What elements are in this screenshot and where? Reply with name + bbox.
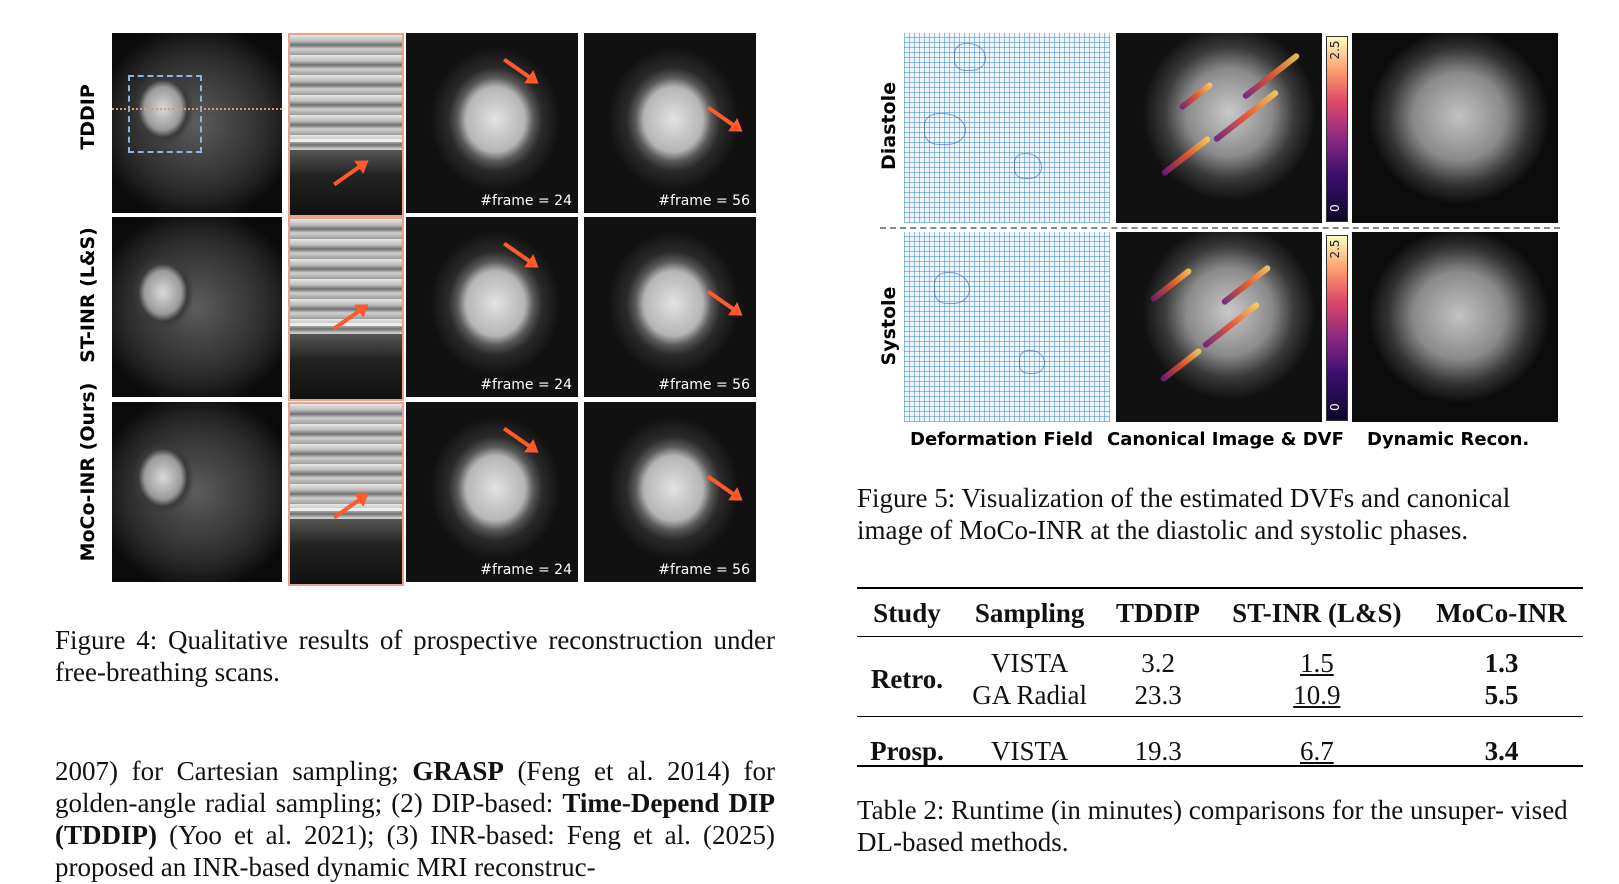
table-header: TDDIP: [1116, 597, 1201, 628]
fig4-tddip-frame56: #frame = 56: [584, 33, 756, 213]
study-cell: Retro.: [870, 664, 944, 694]
study-cell: Prosp.: [870, 736, 944, 766]
frame-label: #frame = 56: [658, 193, 750, 209]
table-header: Sampling: [974, 597, 1085, 628]
fig4-tddip-sax-image: [112, 33, 282, 213]
arrow-icon: [503, 241, 534, 265]
moco-cell: 1.3: [1484, 648, 1519, 678]
fig5-systole-deformation-field: [904, 232, 1110, 422]
fig4-stinr-xt-profile: [288, 217, 404, 401]
fig4-row-label-stinr: ST-INR (L&S): [77, 227, 99, 363]
fig5-col-label-dynamic: Dynamic Recon.: [1367, 429, 1530, 450]
fig4-row-label-tddip: TDDIP: [77, 84, 99, 150]
frame-label: #frame = 24: [480, 562, 572, 578]
table-header: Study: [873, 597, 941, 628]
arrow-icon: [333, 307, 364, 331]
fig4-moco-frame56: #frame = 56: [584, 402, 756, 582]
fig4-tddip-frame24: #frame = 24: [406, 33, 578, 213]
arrow-icon: [707, 105, 738, 129]
tddip-cell: 3.2: [1141, 648, 1175, 678]
fig4-tddip-xt-profile: [288, 33, 404, 217]
body-text-2: (Feng et al. 2014) for golden-angle radi…: [55, 756, 776, 818]
fig5-col-label-canonical: Canonical Image & DVF: [1107, 429, 1344, 450]
fig5-diastole-dynamic-recon: [1352, 33, 1558, 223]
tddip-cell: 19.3: [1134, 736, 1182, 766]
stinr-cell: 1.5: [1299, 648, 1334, 678]
table-row: Prosp. VISTA 19.3 6.7 3.4: [857, 735, 1583, 767]
body-paragraph: 2007) for Cartesian sampling; GRASP (Fen…: [55, 755, 775, 883]
table-header-row: Study Sampling TDDIP ST-INR (L&S) MoCo-I…: [857, 589, 1583, 637]
colorbar-max-label: 2.5: [1328, 40, 1342, 60]
fig4-roi-box: [128, 75, 202, 153]
frame-label: #frame = 24: [480, 193, 572, 209]
fig5-col-label-deformation: Deformation Field: [910, 429, 1094, 450]
body-text-3: (Yoo et al. 2021); (3) INR-based: Feng e…: [55, 820, 775, 882]
table-bottom-rule: [857, 765, 1583, 767]
arrow-icon: [707, 289, 738, 313]
fig5-diastole-colorbar: [1326, 36, 1348, 222]
fig4-moco-sax-image: [112, 402, 282, 582]
sampling-cell: VISTA: [990, 648, 1069, 678]
fig4-stinr-sax-image: [112, 217, 282, 397]
fig4-stinr-frame24: #frame = 24: [406, 217, 578, 397]
arrow-icon: [503, 426, 534, 450]
colorbar-min-label: 0: [1328, 204, 1342, 212]
sampling-cell: GA Radial: [972, 680, 1088, 710]
table-row: Retro. VISTA 3.2 1.5 1.3: [857, 647, 1583, 694]
body-text-tddip: Time-Depend DIP (TDDIP): [55, 788, 775, 850]
fig5-row-label-systole: Systole: [878, 286, 900, 366]
table-header-rule: [857, 636, 1583, 637]
fig5-diastole-deformation-field: [904, 33, 1110, 223]
colorbar-max-label: 2.5: [1328, 239, 1342, 259]
fig5-diastole-canonical-dvf: [1116, 33, 1322, 223]
table-2: Study Sampling TDDIP ST-INR (L&S) MoCo-I…: [857, 589, 1583, 767]
table-2-caption: Table 2: Runtime (in minutes) comparison…: [857, 795, 1568, 857]
fig4-stinr-frame56: #frame = 56: [584, 217, 756, 397]
fig4-profile-line: [112, 108, 282, 110]
fig5-row-label-diastole: Diastole: [878, 82, 900, 170]
stinr-cell: 6.7: [1299, 736, 1334, 766]
figure-4-caption: Figure 4: Qualitative results of prospec…: [55, 625, 775, 687]
sampling-cell: VISTA: [990, 736, 1069, 766]
table-header: MoCo-INR: [1436, 597, 1567, 628]
figure-5-caption: Figure 5: Visualization of the estimated…: [857, 483, 1511, 545]
fig4-moco-frame24: #frame = 24: [406, 402, 578, 582]
fig5-systole-dynamic-recon: [1352, 232, 1558, 422]
table-group-rule: [857, 716, 1583, 717]
arrow-icon: [707, 474, 738, 498]
fig5-systole-colorbar: [1326, 235, 1348, 421]
moco-cell: 5.5: [1484, 680, 1519, 710]
frame-label: #frame = 56: [658, 562, 750, 578]
tddip-cell: 23.3: [1134, 680, 1182, 710]
frame-label: #frame = 24: [480, 377, 572, 393]
fig5-systole-canonical-dvf: [1116, 232, 1322, 422]
arrow-icon: [503, 57, 534, 81]
moco-cell: 3.4: [1484, 736, 1519, 766]
fig4-moco-xt-profile: [288, 402, 404, 586]
table-top-rule: [857, 587, 1583, 589]
table-row: GA Radial 23.3 10.9 5.5: [857, 679, 1583, 711]
frame-label: #frame = 56: [658, 377, 750, 393]
body-text-grasp: GRASP: [412, 756, 504, 786]
fig4-row-label-moco: MoCo-INR (Ours): [77, 382, 99, 562]
colorbar-min-label: 0: [1328, 403, 1342, 411]
table-header: ST-INR (L&S): [1232, 597, 1402, 628]
body-text-1: 2007) for Cartesian sampling;: [55, 756, 413, 786]
fig5-divider: [880, 227, 1560, 229]
stinr-cell: 10.9: [1293, 680, 1341, 710]
